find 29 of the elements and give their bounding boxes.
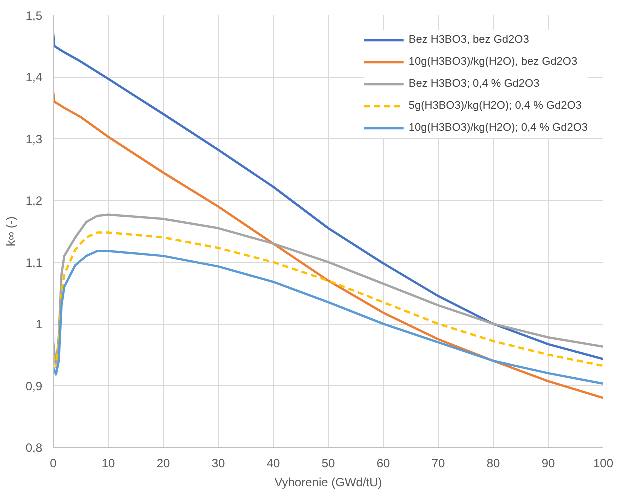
- y-tick-label: 1,2: [26, 194, 43, 208]
- x-tick-label: 20: [156, 456, 170, 470]
- line-series: [54, 92, 604, 400]
- y-tick-label: 0,8: [26, 441, 43, 455]
- x-tick-label: 100: [593, 456, 614, 470]
- y-tick-label: 1,1: [26, 256, 43, 270]
- legend-label: 5g(H3BO3)/kg(H2O); 0,4 % Gd2O3: [408, 100, 582, 112]
- legend-label: 10g(H3BO3)/kg(H2O); 0,4 % Gd2O3: [408, 122, 588, 134]
- x-tick-label: 50: [322, 456, 336, 470]
- x-tick-label: 30: [212, 456, 226, 470]
- x-axis-title: Vyhorenie (GWd/tU): [274, 476, 382, 490]
- x-tick-label: 70: [432, 456, 446, 470]
- x-tick-label: 10: [102, 456, 116, 470]
- x-tick-label: 60: [376, 456, 390, 470]
- x-tick-label: 80: [486, 456, 500, 470]
- y-tick-label: 1,5: [26, 9, 43, 23]
- line-series: [54, 250, 604, 386]
- x-tick-label: 0: [50, 456, 58, 470]
- y-tick-label: 1: [36, 318, 43, 332]
- y-tick-label: 1,4: [26, 70, 43, 85]
- x-tick-label: 90: [542, 456, 556, 470]
- y-tick-label: 1,3: [26, 132, 43, 146]
- line-series: [54, 32, 604, 360]
- legend-label: Bez H3BO3, bez Gd2O3: [408, 34, 530, 46]
- y-tick-label: 0,9: [26, 379, 43, 394]
- legend-label: Bez H3BO3; 0,4 % Gd2O3: [408, 78, 540, 90]
- legend-label: 10g(H3BO3)/kg(H2O), bez Gd2O3: [408, 56, 578, 68]
- y-axis-title: k∞ (-): [4, 216, 18, 246]
- x-tick-label: 40: [266, 456, 280, 470]
